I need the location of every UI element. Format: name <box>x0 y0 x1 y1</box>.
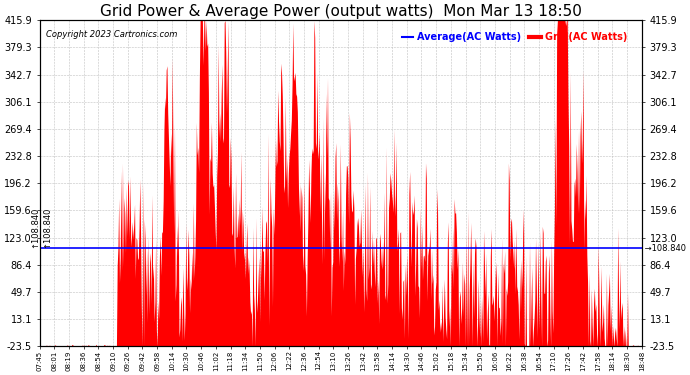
Text: ↑108.840: ↑108.840 <box>42 207 51 248</box>
Legend: Average(AC Watts), Grid(AC Watts): Average(AC Watts), Grid(AC Watts) <box>397 28 631 46</box>
Text: →108.840: →108.840 <box>642 244 686 253</box>
Text: ↑108.840: ↑108.840 <box>30 207 39 248</box>
Title: Grid Power & Average Power (output watts)  Mon Mar 13 18:50: Grid Power & Average Power (output watts… <box>100 4 582 19</box>
Text: Copyright 2023 Cartronics.com: Copyright 2023 Cartronics.com <box>46 30 177 39</box>
